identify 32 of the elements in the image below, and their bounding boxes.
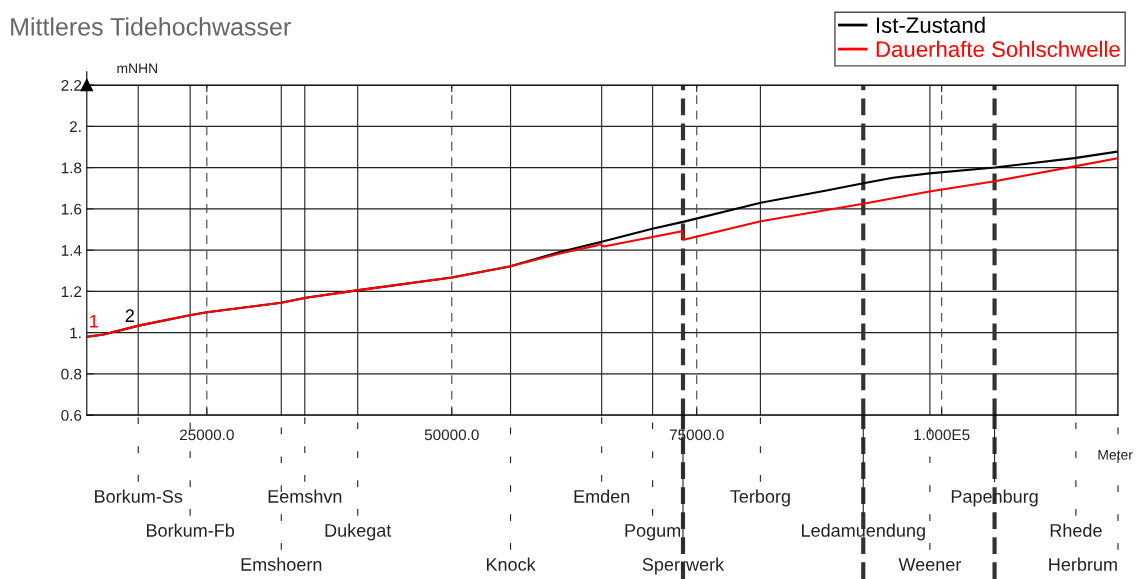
ref-line-label: Rhede (1050, 523, 1102, 537)
y-tick-label: 0.8 (61, 368, 82, 380)
ref-line-label: Borkum-Fb (147, 523, 235, 537)
x-tick-label: 50000.0 (424, 429, 479, 441)
ref-line-label: Borkum-Ss (95, 489, 183, 503)
ref-line-label: Terborg (730, 489, 790, 507)
ref-line-label: Ledamuendung (802, 523, 925, 541)
x-axis-title: Meter (1098, 450, 1133, 460)
y-tick-label: 2. (69, 121, 81, 132)
y-tick-label: 1.2 (61, 286, 82, 297)
chart-title: Mittleres Tidehochwasser (11, 17, 291, 36)
x-tick-label: 25000.0 (179, 429, 234, 441)
y-tick-label: 1. (70, 327, 81, 339)
x-tick-label: 1.000E5 (914, 429, 970, 441)
annotation: 1 (90, 315, 98, 328)
legend-label: Dauerhafte Sohlschwelle (876, 40, 1120, 58)
ref-line-label: Knock (486, 557, 536, 571)
ref-line-label: Eemshvn (268, 489, 342, 503)
ref-line-label: Emshoern (241, 557, 322, 571)
y-tick-label: 0.6 (61, 410, 82, 421)
legend-label: Ist-Zustand (876, 16, 985, 34)
ref-line-label: Pogum (625, 524, 681, 541)
y-tick-label: 2.2 (61, 79, 82, 91)
y-tick-label: 1.6 (61, 203, 82, 215)
annotation: 2 (125, 309, 134, 322)
ref-line-label: Dukegat (325, 523, 392, 541)
ref-line-label: Herbrum (1049, 557, 1117, 571)
y-tick-label: 1.4 (61, 245, 82, 256)
ref-line-label: Emden (574, 489, 630, 503)
y-tick-label: 1.8 (61, 162, 82, 174)
ref-line-label: Weener (898, 558, 962, 571)
y-axis-title: mNHN (117, 63, 158, 74)
